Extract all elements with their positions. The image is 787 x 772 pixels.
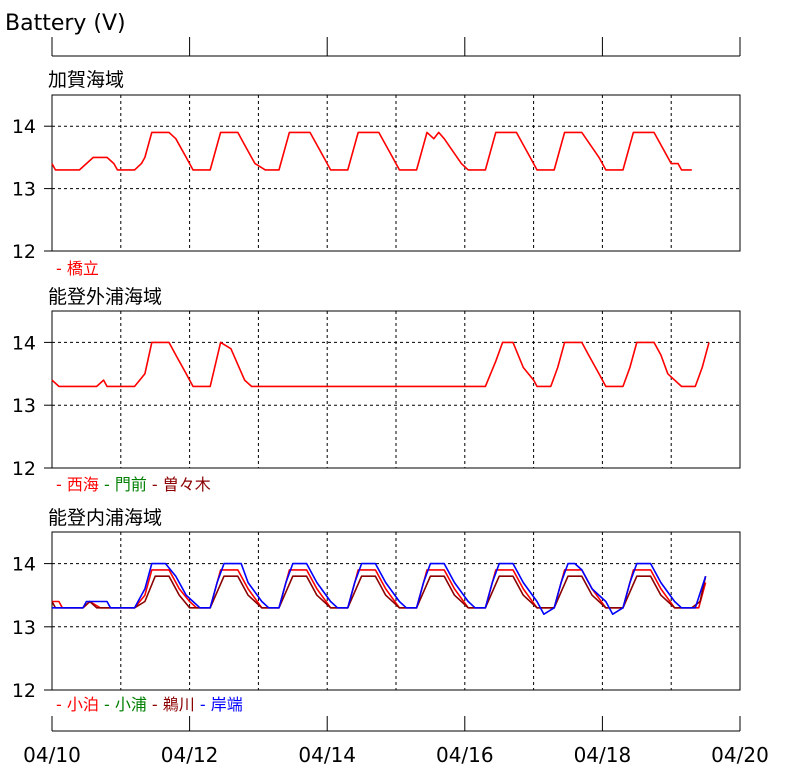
legend-entry: - 門前 (99, 475, 147, 494)
panel-3: 能登内浦海域 12 13 14 - 小泊 - 小浦 - 鵜川 - 岸端 (12, 507, 741, 714)
x-axis: 04/10 04/12 04/14 04/16 04/18 04/20 (23, 716, 769, 767)
chart-title: Battery (V) (5, 11, 126, 36)
y-tick-label: 12 (12, 458, 36, 480)
x-tick-label: 04/16 (436, 743, 494, 767)
series-line-岸端 (52, 562, 707, 616)
legend-entry: - 鵜川 (147, 695, 195, 714)
series-line-鵜川 (51, 575, 707, 609)
y-tick-label: 13 (12, 395, 36, 417)
x-tick-label: 04/20 (711, 743, 769, 767)
x-tick-label: 04/18 (574, 743, 632, 767)
panel-title: 能登内浦海域 (48, 507, 162, 529)
legend: - 小泊 - 小浦 - 鵜川 - 岸端 (56, 695, 243, 714)
y-tick-label: 14 (12, 332, 36, 354)
x-tick-label: 04/14 (298, 743, 356, 767)
top-ruler (51, 37, 741, 57)
panel-title: 加賀海域 (48, 69, 124, 91)
y-tick-label: 13 (12, 617, 36, 639)
legend-entry: - 橋立 (56, 259, 99, 278)
y-tick-label: 14 (12, 116, 36, 138)
legend-entry: - 西海 (56, 475, 99, 494)
legend: - 橋立 (56, 259, 99, 278)
y-tick-label: 12 (12, 241, 36, 263)
x-tick-label: 04/10 (23, 743, 81, 767)
legend-entry: - 小泊 (56, 695, 99, 714)
y-tick-label: 13 (12, 179, 36, 201)
series-line-橋立 (51, 131, 692, 171)
legend-entry: - 曽々木 (147, 475, 211, 494)
x-tick-label: 04/12 (161, 743, 219, 767)
series-line-西海 (51, 341, 710, 388)
panel-title: 能登外浦海域 (48, 286, 162, 308)
panel-2: 能登外浦海域 12 13 14 - 西海 - 門前 - 曽々木 (12, 286, 741, 494)
y-tick-label: 12 (12, 680, 36, 702)
legend-entry: - 小浦 (99, 695, 147, 714)
panel-1: 加賀海域 12 13 14 - 橋立 (12, 69, 741, 278)
y-tick-label: 14 (12, 554, 36, 576)
legend: - 西海 - 門前 - 曽々木 (56, 475, 211, 494)
legend-entry: - 岸端 (195, 695, 243, 714)
